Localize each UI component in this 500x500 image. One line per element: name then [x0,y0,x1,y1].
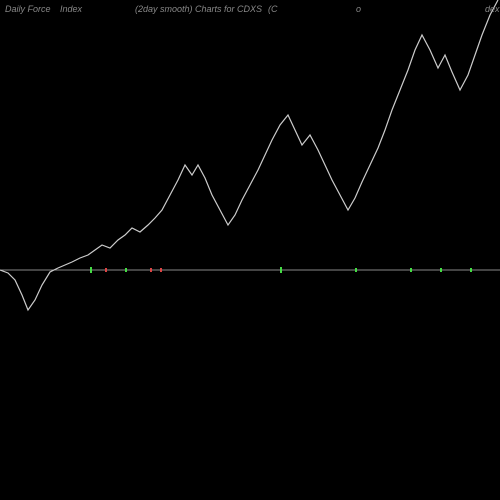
header-label-daily-force: Daily Force [5,4,51,14]
header-label-mid: o [356,4,361,14]
force-index-chart [0,0,500,500]
header-label-ticker-open: (C [268,4,278,14]
header-label-suffix: dex [485,4,500,14]
header-label-index: Index [60,4,82,14]
chart-container: Daily Force Index (2day smooth) Charts f… [0,0,500,500]
header-label-smooth: (2day smooth) Charts for CDXS [135,4,262,14]
